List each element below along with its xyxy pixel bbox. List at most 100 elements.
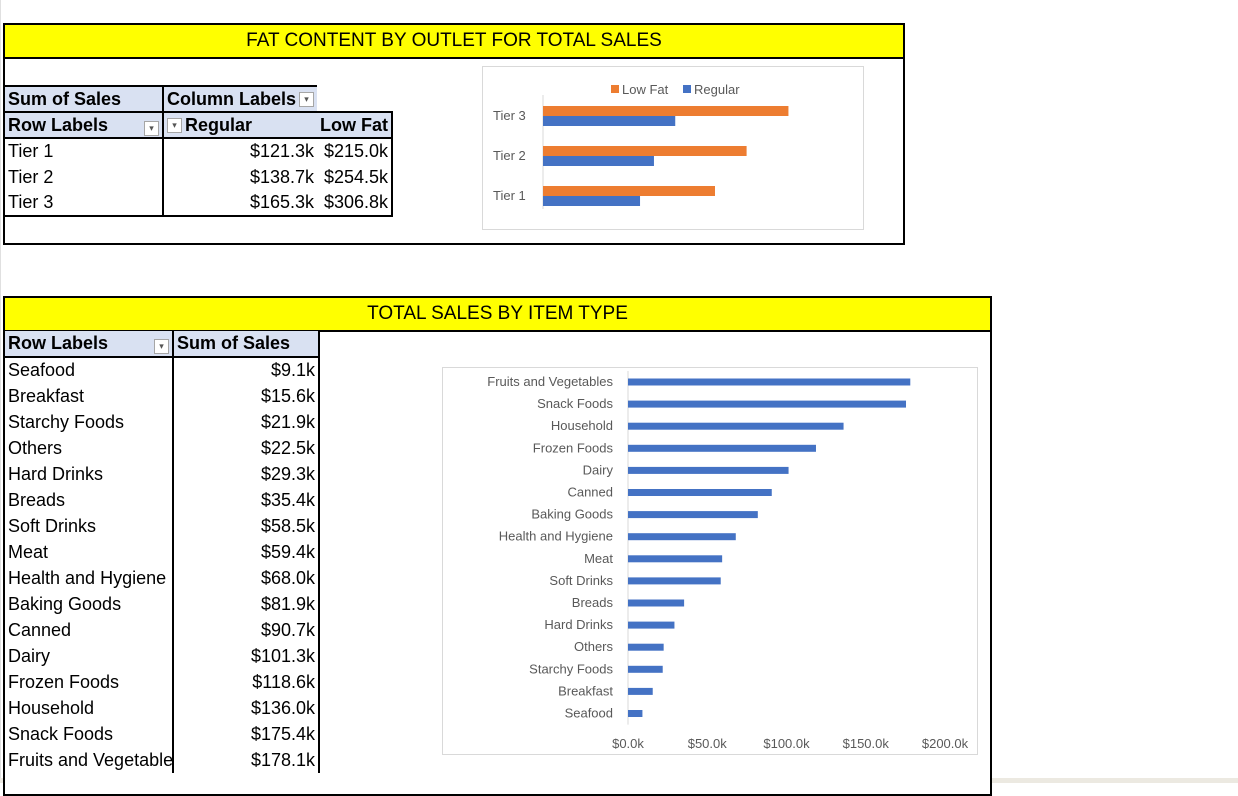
value-cell: $68.0k	[173, 565, 320, 591]
bar	[628, 577, 721, 585]
bar-regular	[543, 116, 676, 126]
row-label: Baking Goods	[5, 591, 174, 617]
value-cell: $136.0k	[173, 695, 320, 721]
fat-content-chart-svg: Low Fat Regular Tier 1 Tier 2 Tier 3	[493, 82, 789, 209]
table-row: Household $136.0k	[5, 695, 320, 721]
table-row: Health and Hygiene $68.0k	[5, 565, 320, 591]
legend-swatch	[683, 85, 691, 93]
bar	[628, 555, 723, 563]
table-row: Tier 1 $121.3k $215.0k	[5, 138, 393, 164]
category-label: Others	[574, 639, 614, 654]
x-tick-label: $50.0k	[688, 736, 728, 751]
fat-content-title: FAT CONTENT BY OUTLET FOR TOTAL SALES	[5, 25, 903, 59]
table-row: Fruits and Vegetables $178.1k	[5, 747, 320, 773]
value-cell: $22.5k	[173, 435, 320, 461]
table-row: Tier 3 $165.3k $306.8k	[5, 190, 393, 217]
table-row: Snack Foods $175.4k	[5, 721, 320, 747]
category-label: Snack Foods	[537, 396, 613, 411]
category-label: Tier 1	[493, 188, 526, 203]
fat-pivot-table: Sum of Sales Column Labels ▾ Row Labels ▾ …	[5, 85, 393, 217]
bar	[628, 400, 907, 408]
table-row: Baking Goods $81.9k	[5, 591, 320, 617]
bar	[628, 444, 816, 452]
bar	[628, 378, 911, 386]
filter-dropdown-icon[interactable]: ▾	[299, 92, 314, 108]
bar	[628, 710, 643, 717]
value-cell: $15.6k	[173, 383, 320, 409]
row-label: Meat	[5, 539, 174, 565]
bar	[628, 687, 653, 695]
row-label: Starchy Foods	[5, 409, 174, 435]
filter-dropdown-icon[interactable]: ▾	[143, 120, 159, 136]
value-cell: $9.1k	[173, 357, 320, 383]
table-row: Seafood $9.1k	[5, 357, 320, 383]
bar-regular	[543, 156, 654, 166]
table-row: Breakfast $15.6k	[5, 383, 320, 409]
category-label: Household	[551, 418, 613, 433]
row-label: Seafood	[5, 357, 174, 383]
bar	[628, 422, 844, 430]
value-cell: $90.7k	[173, 617, 320, 643]
row-label: Tier 1	[5, 138, 164, 164]
item-type-chart[interactable]: Fruits and Vegetables Snack Foods Househol…	[442, 367, 978, 755]
value-cell: $29.3k	[173, 461, 320, 487]
category-label: Dairy	[583, 462, 614, 477]
legend-swatch	[611, 85, 619, 93]
item-type-title: TOTAL SALES BY ITEM TYPE	[5, 298, 990, 332]
item-type-chart-svg: Fruits and Vegetables Snack Foods Househol…	[487, 371, 969, 751]
category-label: Baking Goods	[531, 507, 613, 522]
category-label: Meat	[584, 551, 613, 566]
table-row: Others $22.5k	[5, 435, 320, 461]
bar	[628, 621, 675, 629]
value-cell: $21.9k	[173, 409, 320, 435]
category-label: Tier 2	[493, 148, 526, 163]
table-row: Soft Drinks $58.5k	[5, 513, 320, 539]
row-label: Others	[5, 435, 174, 461]
value-cell: $118.6k	[173, 669, 320, 695]
row-labels-filter[interactable]: Row Labels ▾	[5, 331, 174, 358]
item-pivot-table: Row Labels ▾ Sum of Sales Seafood $9.1k Bre…	[5, 331, 320, 773]
value-cell: $81.9k	[173, 591, 320, 617]
value-cell: $306.8k	[317, 190, 393, 217]
x-tick-label: $150.0k	[843, 736, 890, 751]
row-label: Fruits and Vegetables	[5, 747, 174, 773]
column-labels-filter[interactable]: Column Labels ▾	[162, 85, 317, 112]
bar	[628, 599, 685, 607]
fat-content-chart[interactable]: Low Fat Regular Tier 1 Tier 2 Tier 3	[482, 66, 864, 230]
table-row: Hard Drinks $29.3k	[5, 461, 320, 487]
bar-low-fat	[543, 106, 789, 116]
value-cell: $121.3k	[249, 141, 314, 161]
row-label: Breads	[5, 487, 174, 513]
table-row: Dairy $101.3k	[5, 643, 320, 669]
value-cell: $35.4k	[173, 487, 320, 513]
legend-label: Low Fat	[622, 82, 669, 97]
value-cell: $101.3k	[173, 643, 320, 669]
row-labels-filter[interactable]: Row Labels ▾	[5, 111, 164, 139]
filter-dropdown-icon[interactable]: ▾	[166, 118, 182, 134]
category-label: Health and Hygiene	[499, 529, 613, 544]
row-label: Health and Hygiene	[5, 565, 174, 591]
row-label: Breakfast	[5, 383, 174, 409]
bar	[628, 643, 664, 651]
pivot-corner-label: Sum of Sales	[5, 85, 164, 112]
row-label: Frozen Foods	[5, 669, 174, 695]
value-cell: $178.1k	[173, 747, 320, 773]
category-label: Canned	[567, 485, 613, 500]
category-label: Fruits and Vegetables	[487, 374, 613, 389]
sort-filter-icon[interactable]: ▾	[154, 339, 169, 354]
table-row: Canned $90.7k	[5, 617, 320, 643]
row-label: Canned	[5, 617, 174, 643]
category-label: Soft Drinks	[549, 573, 613, 588]
row-label: Tier 2	[5, 164, 164, 190]
col-header-regular: ▾ Regular	[162, 111, 317, 139]
x-tick-label: $200.0k	[922, 736, 969, 751]
bar	[628, 665, 663, 673]
row-label: Hard Drinks	[5, 461, 174, 487]
category-label: Breads	[572, 595, 614, 610]
table-row: Breads $35.4k	[5, 487, 320, 513]
table-row: Starchy Foods $21.9k	[5, 409, 320, 435]
bar-low-fat	[543, 146, 747, 156]
col-header-lowfat: Low Fat	[317, 111, 393, 139]
bar-low-fat	[543, 186, 715, 196]
x-tick-label: $0.0k	[612, 736, 644, 751]
